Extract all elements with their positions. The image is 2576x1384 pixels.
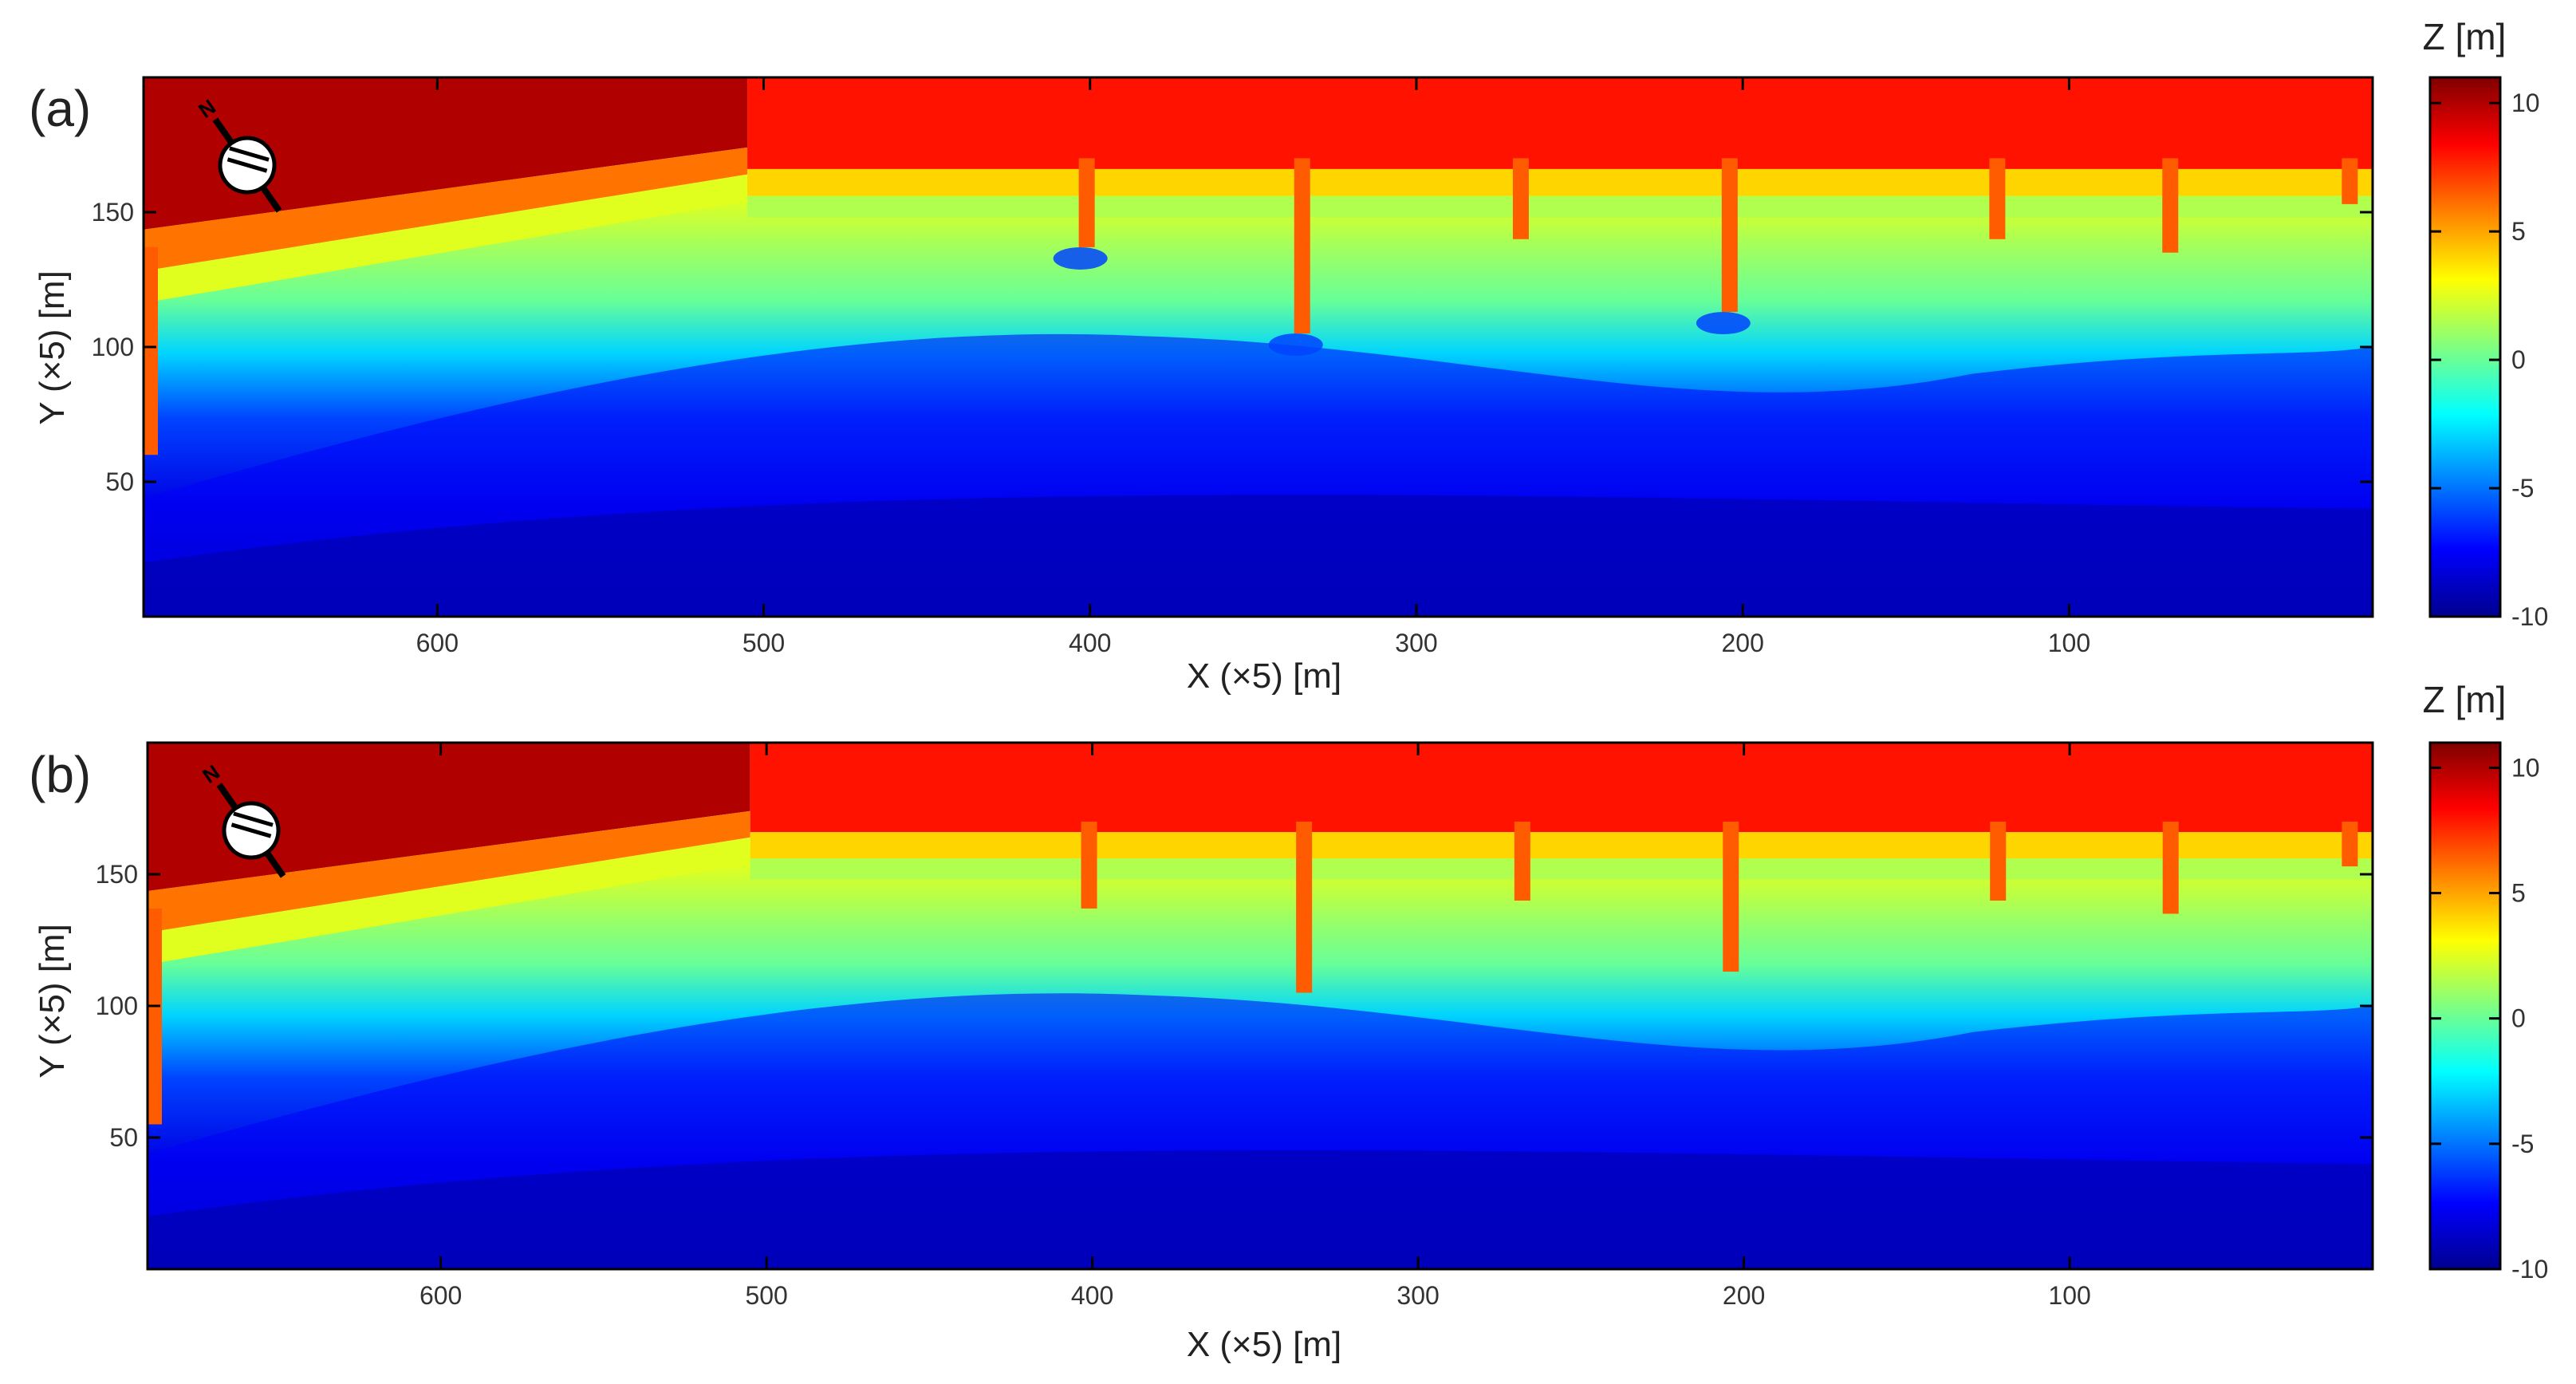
x-tick-label: 500 bbox=[745, 1281, 787, 1310]
y-axis-label-b: Y (×5) [m] bbox=[33, 924, 72, 1078]
groin-0 bbox=[1078, 158, 1095, 247]
groin-6 bbox=[2342, 158, 2358, 204]
colorbar-tick-label: -5 bbox=[2511, 1130, 2534, 1158]
x-tick-label: 200 bbox=[1722, 629, 1764, 657]
groin-5 bbox=[2162, 158, 2179, 253]
colorbar-gradient bbox=[2428, 76, 2502, 618]
beach-strip-left-2 bbox=[144, 174, 748, 303]
x-tick-label: 400 bbox=[1071, 1281, 1113, 1310]
beach-strip-right-2 bbox=[750, 858, 2373, 880]
x-tick-label: 500 bbox=[742, 629, 785, 657]
groin-1 bbox=[1296, 822, 1313, 993]
scour-depression-1 bbox=[1268, 333, 1323, 357]
y-tick-label: 100 bbox=[92, 333, 134, 361]
x-tick-label: 200 bbox=[1723, 1281, 1765, 1310]
x-tick-label: 600 bbox=[416, 629, 459, 657]
left-edge-structure bbox=[148, 909, 162, 1125]
panel-label-a: (a) bbox=[29, 80, 91, 137]
groin-4 bbox=[1990, 822, 2007, 901]
land-high bbox=[148, 743, 750, 891]
groin-6 bbox=[2342, 822, 2358, 867]
groin-1 bbox=[1294, 158, 1310, 334]
y-tick-label: 100 bbox=[96, 992, 138, 1020]
beach-strip-right-2 bbox=[747, 195, 2373, 218]
beach-strip-left-2 bbox=[148, 837, 750, 964]
deepest-water-band bbox=[144, 495, 2373, 617]
colorbar-tick-label: -10 bbox=[2511, 1255, 2548, 1283]
x-axis-label-a: X (×5) [m] bbox=[1187, 657, 1341, 696]
left-edge-structure bbox=[144, 246, 158, 455]
groin-2 bbox=[1514, 822, 1530, 901]
x-tick-label: 100 bbox=[2048, 1281, 2090, 1310]
groin-0 bbox=[1081, 822, 1097, 909]
beach-strip-left bbox=[148, 810, 750, 933]
land-high bbox=[144, 77, 748, 230]
groin-4 bbox=[1989, 158, 2006, 239]
colorbar-tick-label: 10 bbox=[2511, 89, 2540, 117]
x-axis-label-b: X (×5) [m] bbox=[1187, 1325, 1341, 1364]
colorbar-gradient bbox=[2428, 741, 2502, 1271]
colorbar-tick-label: 0 bbox=[2511, 1004, 2526, 1033]
beach-strip-right bbox=[747, 168, 2373, 196]
colorbar-a: 10 5 0 -5 -10 bbox=[2428, 76, 2548, 631]
y-tick-label: 150 bbox=[96, 860, 138, 889]
x-tick-label: 300 bbox=[1396, 1281, 1439, 1310]
colorbar-tick-label: 5 bbox=[2511, 879, 2526, 908]
beach-strip-right bbox=[750, 832, 2373, 859]
y-tick-label: 50 bbox=[109, 1123, 138, 1152]
colorbar-title-b: Z [m] bbox=[2423, 679, 2507, 720]
colorbar-title-a: Z [m] bbox=[2423, 16, 2507, 57]
land-right bbox=[750, 743, 2373, 833]
heatmap-plot-b: N 600 500 400 300 200 100 150 100 50 bbox=[96, 741, 2374, 1310]
north-arrow-icon: N bbox=[198, 759, 286, 878]
colorbar-tick-label: 5 bbox=[2511, 217, 2526, 246]
deepest-water-band bbox=[148, 1149, 2373, 1269]
scour-depression-0 bbox=[1053, 246, 1108, 270]
beach-strip-left bbox=[144, 147, 748, 271]
colorbar-tick-label: 10 bbox=[2511, 753, 2540, 782]
groin-5 bbox=[2162, 822, 2179, 914]
y-axis-label-a: Y (×5) [m] bbox=[33, 270, 72, 425]
groin-3 bbox=[1721, 158, 1738, 313]
y-tick-label: 150 bbox=[92, 198, 134, 227]
colorbar-b: 10 5 0 -5 -10 bbox=[2428, 741, 2548, 1283]
groin-2 bbox=[1512, 158, 1529, 239]
panel-label-b: (b) bbox=[29, 746, 91, 803]
x-tick-label: 300 bbox=[1395, 629, 1437, 657]
scour-depression-2 bbox=[1696, 312, 1751, 335]
north-arrow-icon: N bbox=[194, 94, 282, 213]
colorbar-tick-label: 0 bbox=[2511, 345, 2526, 374]
colorbar-tick-label: -10 bbox=[2511, 602, 2548, 631]
x-tick-label: 400 bbox=[1069, 629, 1111, 657]
x-tick-label: 600 bbox=[419, 1281, 462, 1310]
land-right bbox=[747, 77, 2373, 169]
x-tick-label: 100 bbox=[2048, 629, 2090, 657]
heatmap-plot-a: N 600 500 400 300 200 100 150 100 50 bbox=[92, 76, 2374, 657]
groin-3 bbox=[1723, 822, 1739, 972]
y-tick-label: 50 bbox=[105, 467, 134, 496]
colorbar-tick-label: -5 bbox=[2511, 474, 2534, 503]
